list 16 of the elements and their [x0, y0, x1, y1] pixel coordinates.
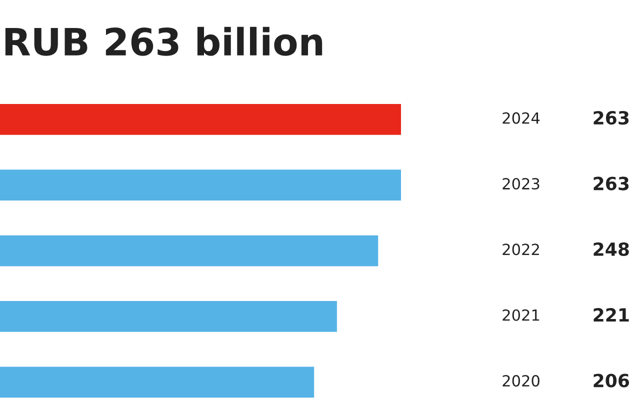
data-label: 248	[594, 242, 629, 256]
bar	[0, 235, 378, 266]
bar	[0, 170, 401, 201]
y-tick-label: 2023	[502, 178, 540, 190]
bar	[0, 366, 314, 398]
bar	[0, 104, 401, 135]
bar	[0, 301, 337, 332]
chart-title: RUB 263 billion	[5, 26, 322, 56]
data-label: 206	[594, 374, 630, 388]
y-tick-label: 2024	[502, 112, 540, 124]
data-label: 263	[594, 110, 629, 125]
y-tick-label: 2022	[502, 244, 539, 256]
y-tick-label: 2020	[502, 375, 540, 387]
y-tick-label: 2021	[502, 309, 540, 321]
data-label: 221	[594, 308, 629, 322]
data-label: 263	[594, 176, 629, 190]
